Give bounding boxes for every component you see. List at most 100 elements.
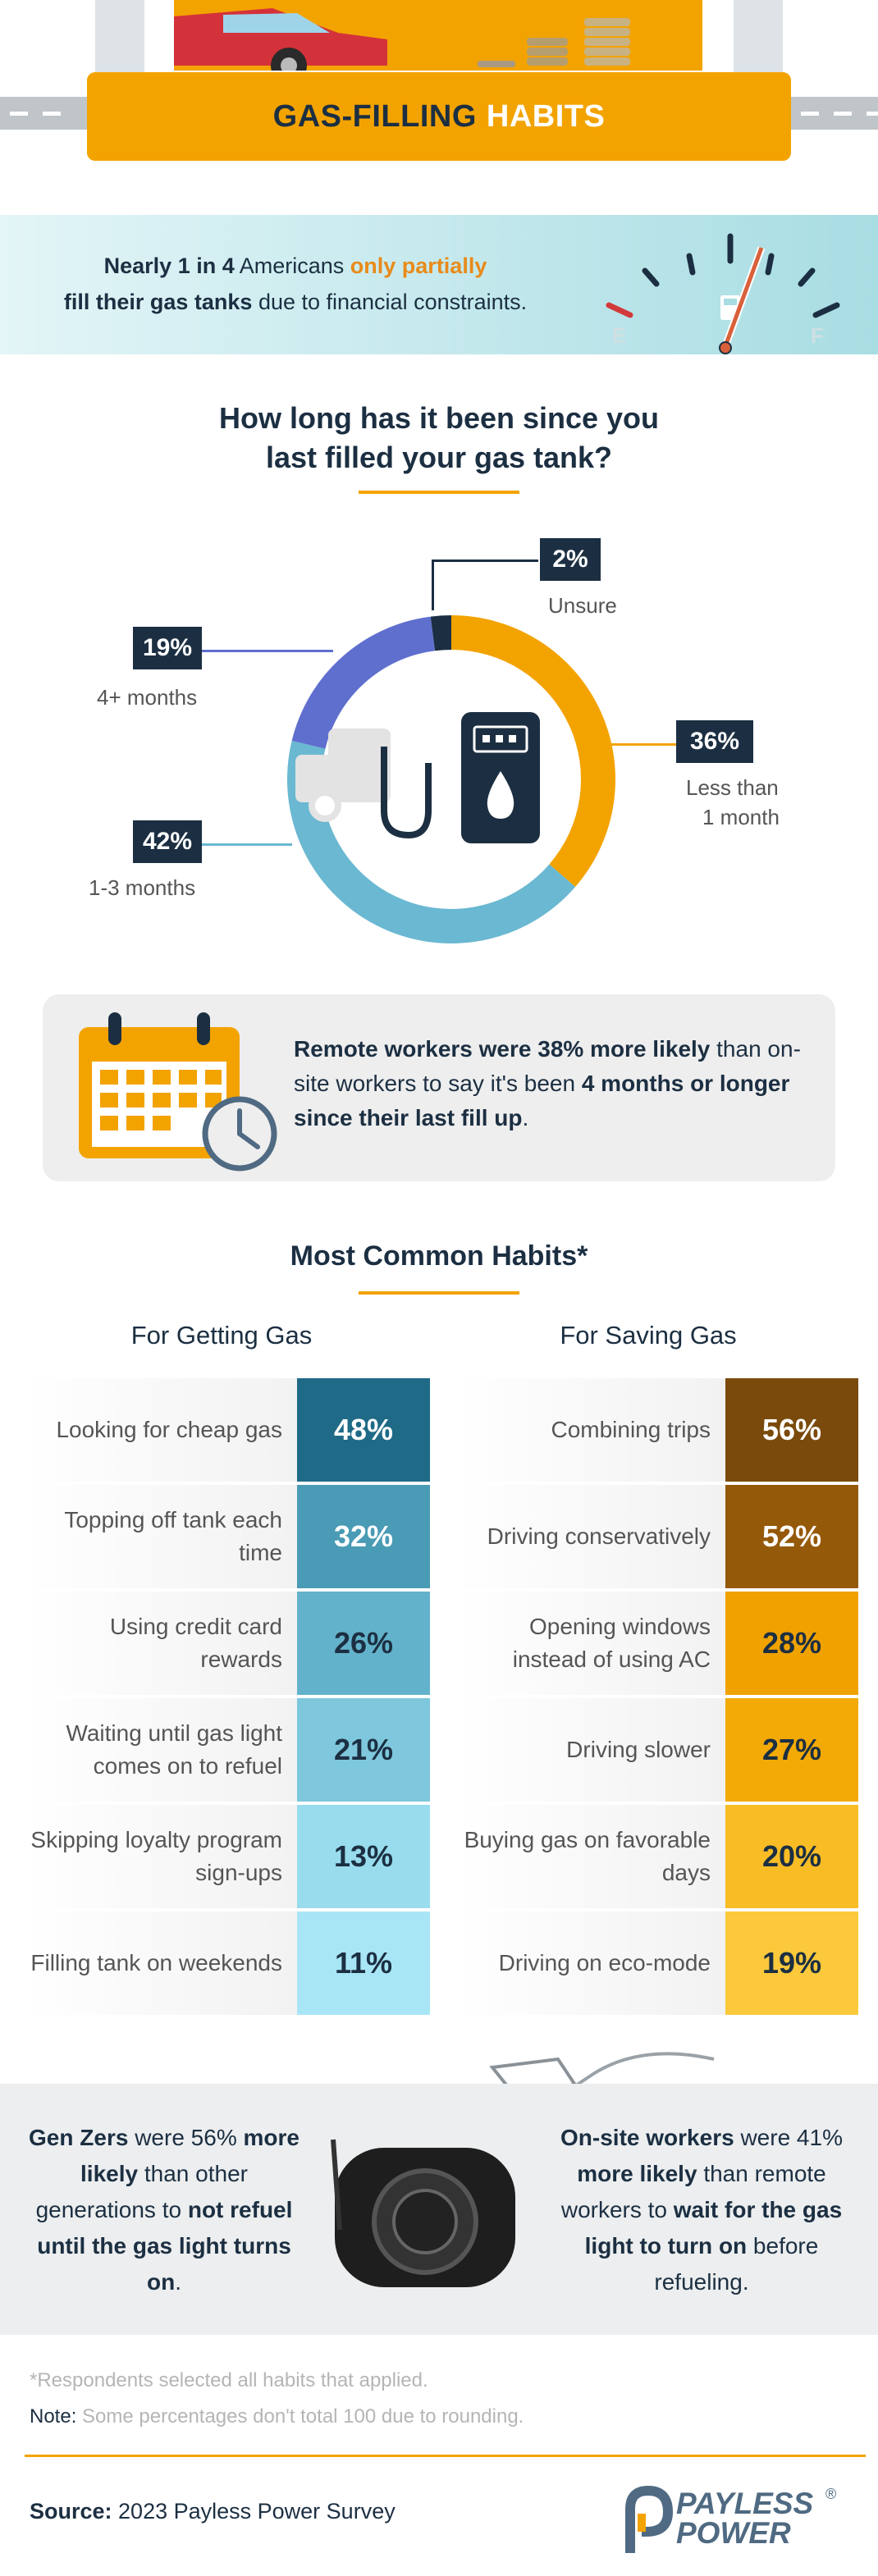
getting-gas-title: For Getting Gas (130, 1321, 313, 1350)
leader-unsure-v (432, 560, 434, 610)
getting-habit-label: Skipping loyalty program sign-ups (25, 1805, 297, 1908)
leader-1to3 (202, 843, 292, 846)
getting-habit-row: Skipping loyalty program sign-ups 13% (25, 1805, 430, 1908)
onsite-text1: were 41% (734, 2125, 843, 2150)
saving-habit-value: 27% (725, 1698, 858, 1802)
logo-mark-icon (625, 2485, 673, 2553)
fuel-cap-icon (331, 2139, 515, 2287)
logo-registered-mark: ® (825, 2486, 837, 2502)
donut-label-1to3: 1-3 months (89, 875, 196, 900)
saving-habit-value: 20% (725, 1805, 858, 1908)
onsite-bold2: more likely (577, 2161, 697, 2186)
saving-habit-label: Opening windows instead of using AC (453, 1592, 725, 1695)
onsite-text3: before refueling. (654, 2233, 819, 2295)
stat-part1: Nearly 1 in 4 (103, 253, 235, 278)
saving-habit-value: 19% (725, 1911, 858, 2015)
getting-habit-label: Topping off tank each time (25, 1485, 297, 1588)
saving-habit-label: Buying gas on favorable days (453, 1805, 725, 1908)
source-key: Source: (30, 2499, 112, 2523)
saving-gas-title: For Saving Gas (560, 1321, 737, 1350)
logo-line1: PAYLESS (676, 2487, 814, 2520)
footnote-rounding: Note: Some percentages don't total 100 d… (30, 2405, 524, 2428)
donut-slice-unsure (430, 615, 451, 651)
saving-habit-label: Driving on eco-mode (453, 1911, 725, 2015)
saving-habit-row: Combining trips 56% (453, 1378, 858, 1482)
generation-comparison-band: Gen Zers were 56% more likely than other… (0, 2084, 878, 2335)
pillar-left (95, 0, 144, 74)
getting-habit-value: 13% (297, 1805, 430, 1908)
footer-divider (25, 2455, 866, 2457)
remote-text2: . (522, 1105, 529, 1130)
saving-habit-label: Driving slower (453, 1698, 725, 1802)
getting-habit-row: Looking for cheap gas 48% (25, 1378, 430, 1482)
remote-bold1: Remote workers were 38% more likely (294, 1036, 711, 1062)
stat-part5: due to financial constraints. (252, 290, 528, 314)
getting-habit-row: Using credit card rewards 26% (25, 1592, 430, 1695)
stat-part4: fill their gas tanks (63, 290, 253, 314)
car-and-coins-illustration (174, 0, 702, 71)
getting-habit-value: 48% (297, 1378, 430, 1482)
genz-bold3: not refuel until the gas light turns on (37, 2197, 293, 2295)
leader-4plus (202, 650, 333, 652)
onsite-text: On-site workers were 41% more likely tha… (550, 2120, 853, 2300)
getting-habit-label: Using credit card rewards (25, 1592, 297, 1695)
gauge-full-label: F (811, 323, 824, 348)
onsite-text2: than remote workers to (560, 2161, 826, 2222)
calendar-clock-icon (79, 1012, 277, 1172)
footnote-note-key: Note: (30, 2405, 77, 2428)
saving-habit-row: Buying gas on favorable days 20% (453, 1805, 858, 1908)
page-title-part1: GAS-FILLING (272, 98, 477, 134)
question-line2: last filled your gas tank? (265, 441, 613, 474)
remote-bold2: 4 months or longer since their last fill… (294, 1071, 790, 1130)
donut-label-lt1-line1: Less than (686, 775, 779, 800)
leader-lt1 (607, 743, 676, 746)
stat-text: Nearly 1 in 4 Americans only partially f… (16, 248, 574, 320)
gas-pump-icon (295, 712, 540, 843)
donut-label-lt1: Less than 1 month (686, 773, 780, 832)
road-right (791, 97, 878, 130)
hero-header: GAS-FILLING HABITS (0, 0, 878, 164)
genz-text2: than other generations to (35, 2161, 248, 2222)
road-left (0, 97, 87, 130)
getting-habit-row: Topping off tank each time 32% (25, 1485, 430, 1588)
payless-power-logo: PAYLESS POWER ® (610, 2482, 848, 2556)
donut-pct-lt1: 36% (676, 720, 753, 763)
duration-donut-chart (287, 615, 615, 943)
getting-habit-label: Waiting until gas light comes on to refu… (25, 1698, 297, 1802)
getting-habit-value: 21% (297, 1698, 430, 1802)
stat-part3: only partially (350, 253, 487, 278)
saving-habit-row: Opening windows instead of using AC 28% (453, 1592, 858, 1695)
onsite-bold1: On-site workers (560, 2125, 734, 2150)
stat-banner: Nearly 1 in 4 Americans only partially f… (0, 215, 878, 354)
stat-part2: Americans (234, 253, 350, 278)
getting-habit-label: Filling tank on weekends (25, 1911, 297, 2015)
genz-bold1: Gen Zers (29, 2125, 129, 2150)
genz-text1: were 56% (128, 2125, 244, 2150)
leader-unsure-h (432, 560, 538, 562)
question-line1: How long has it been since you (218, 401, 660, 435)
getting-habit-value: 11% (297, 1911, 430, 2015)
page-title-bar: GAS-FILLING HABITS (87, 72, 791, 161)
saving-habit-label: Combining trips (453, 1378, 725, 1482)
habits-underline (359, 1291, 519, 1295)
getting-habit-value: 32% (297, 1485, 430, 1588)
remote-workers-callout: Remote workers were 38% more likely than… (43, 994, 835, 1181)
saving-habit-row: Driving on eco-mode 19% (453, 1911, 858, 2015)
genz-text: Gen Zers were 56% more likely than other… (25, 2120, 304, 2300)
saving-habit-row: Driving slower 27% (453, 1698, 858, 1802)
footnote-respondents: *Respondents selected all habits that ap… (30, 2369, 428, 2391)
donut-label-4plus: 4+ months (97, 685, 198, 710)
page-title-part2: HABITS (486, 98, 606, 134)
onsite-bold3: wait for the gas light to turn on (584, 2197, 843, 2259)
source-line: Source: 2023 Payless Power Survey (30, 2499, 396, 2524)
getting-habit-row: Waiting until gas light comes on to refu… (25, 1698, 430, 1802)
donut-label-unsure: Unsure (548, 593, 617, 618)
logo-line2: POWER (676, 2516, 791, 2550)
remote-text1: than on-site workers to say it's been (294, 1036, 801, 1096)
getting-habit-label: Looking for cheap gas (25, 1378, 297, 1482)
saving-habit-row: Driving conservatively 52% (453, 1485, 858, 1588)
genz-bold2: more likely (80, 2125, 300, 2186)
getting-habit-row: Filling tank on weekends 11% (25, 1911, 430, 2015)
donut-label-lt1-line2: 1 month (702, 805, 780, 829)
pillar-right (734, 0, 783, 74)
